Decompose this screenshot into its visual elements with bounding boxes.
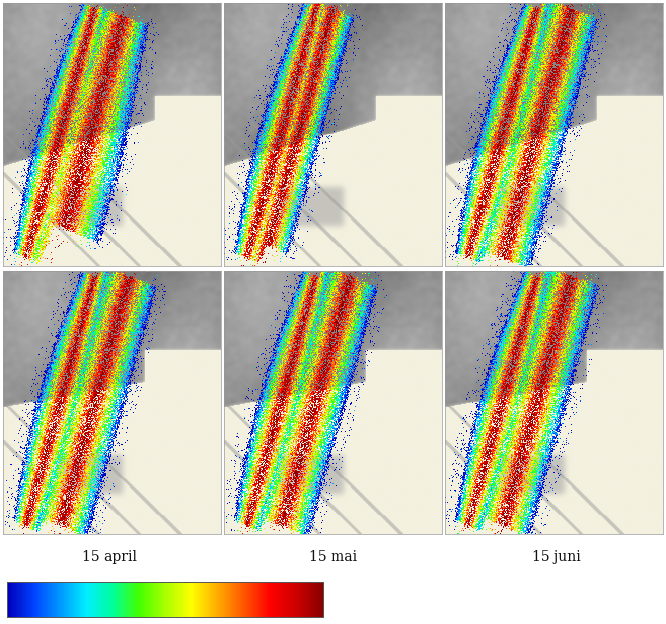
Text: 15 april: 15 april [83, 550, 137, 563]
Text: 15 juni: 15 juni [531, 550, 581, 563]
Text: 15 mai: 15 mai [309, 550, 357, 563]
